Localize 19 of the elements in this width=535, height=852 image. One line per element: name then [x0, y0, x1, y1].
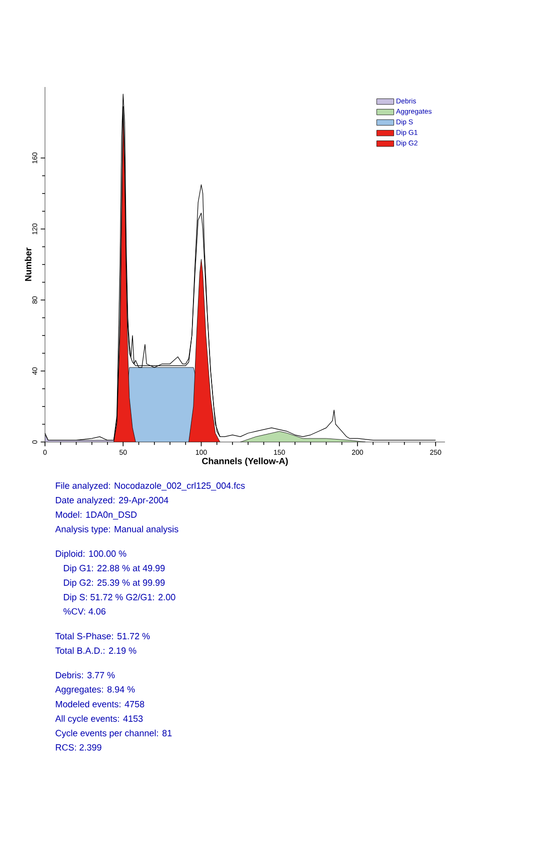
text: Analysis type: Manual analysis — [55, 526, 178, 534]
text: All cycle events: 4153 — [55, 715, 143, 724]
text: RCS: 2.399 — [56, 744, 102, 751]
text: Date analyzed: 29-Apr-2004 — [56, 496, 168, 506]
text: File analyzed: Nocodazole_002_crl125_004.fcs — [56, 482, 245, 491]
text: Cycle events per channel: 81 — [56, 730, 172, 738]
y-axis-title: Number — [24, 248, 32, 281]
text: Total B.A.D.: 2.19 % — [55, 647, 136, 654]
text: Dip G2: 25.39 % at 99.99 — [64, 579, 165, 588]
text: Total S-Phase: 51.72 % — [55, 632, 150, 640]
text: Dip G1: 22.88 % at 49.99 — [64, 564, 165, 574]
text: Modeled events: 4758 — [56, 700, 144, 708]
text: %CV: 4.06 — [64, 608, 106, 615]
x-axis-title: Channels (Yellow-A) — [202, 458, 288, 466]
text: Dip S: 51.72 % G2/G1: 2.00 — [64, 594, 176, 602]
text: Diploid: 100.00 % — [56, 550, 126, 559]
text: Model: 1DA0n_DSD — [56, 511, 137, 520]
text: Debris: 3.77 % — [56, 672, 115, 678]
text: Aggregates: 8.94 % — [55, 686, 135, 694]
